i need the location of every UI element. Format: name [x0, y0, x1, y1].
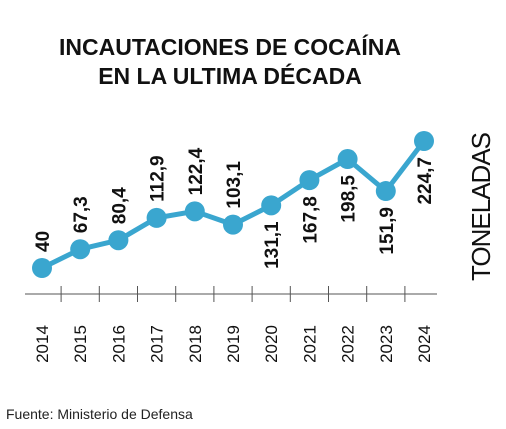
- data-labels: 40 67,3 80,4 112,9 122,4 103,1 131,1 167,8 198,5…: [33, 147, 436, 269]
- data-point-marker: [146, 207, 167, 228]
- data-point-marker: [32, 258, 52, 278]
- x-tick-label: 2021: [300, 325, 319, 363]
- data-point-marker: [70, 239, 91, 260]
- x-tick-label: 2016: [109, 325, 128, 363]
- x-tick-label: 2018: [186, 325, 205, 363]
- chart-title-line-1: INCAUTACIONES DE COCAÍNA: [58, 34, 402, 60]
- data-label: 103,1: [224, 161, 245, 209]
- data-label: 112,9: [148, 155, 169, 202]
- x-tick-label: 2014: [33, 325, 52, 363]
- x-axis-tick-labels: 2014 2015 2016 2017 2018 2019 2020 2021 2022 2023…: [33, 325, 434, 363]
- data-label: 80,4: [109, 187, 130, 224]
- series-markers: [32, 131, 434, 278]
- data-point-marker: [184, 201, 205, 222]
- data-point-marker: [299, 170, 320, 191]
- x-tick-label: 2024: [415, 325, 434, 363]
- data-label: 151,9: [377, 207, 398, 255]
- data-label: 40: [33, 231, 54, 252]
- data-label: 224,7: [415, 157, 436, 205]
- data-point-marker: [261, 195, 282, 216]
- data-label: 131,1: [262, 221, 283, 269]
- data-label: 67,3: [71, 196, 92, 233]
- x-tick-label: 2023: [377, 325, 396, 363]
- data-label: 198,5: [339, 175, 360, 223]
- data-point-marker: [337, 149, 358, 170]
- x-tick-label: 2019: [224, 325, 243, 363]
- x-tick-label: 2017: [148, 325, 167, 363]
- x-tick-label: 2022: [339, 325, 358, 363]
- x-axis-ticks: [60, 286, 406, 302]
- data-label: 122,4: [186, 147, 207, 195]
- data-label: 167,8: [300, 196, 321, 244]
- x-tick-label: 2020: [262, 325, 281, 363]
- data-point-marker: [223, 214, 243, 235]
- data-point-marker: [108, 230, 129, 251]
- data-point-marker: [375, 181, 396, 202]
- y-axis-label: TONELADAS: [466, 132, 496, 281]
- x-tick-label: 2015: [71, 325, 90, 363]
- chart-title-line-2: EN LA ULTIMA DÉCADA: [98, 63, 362, 89]
- data-point-marker: [414, 131, 434, 151]
- source-note: Fuente: Ministerio de Defensa: [6, 406, 193, 422]
